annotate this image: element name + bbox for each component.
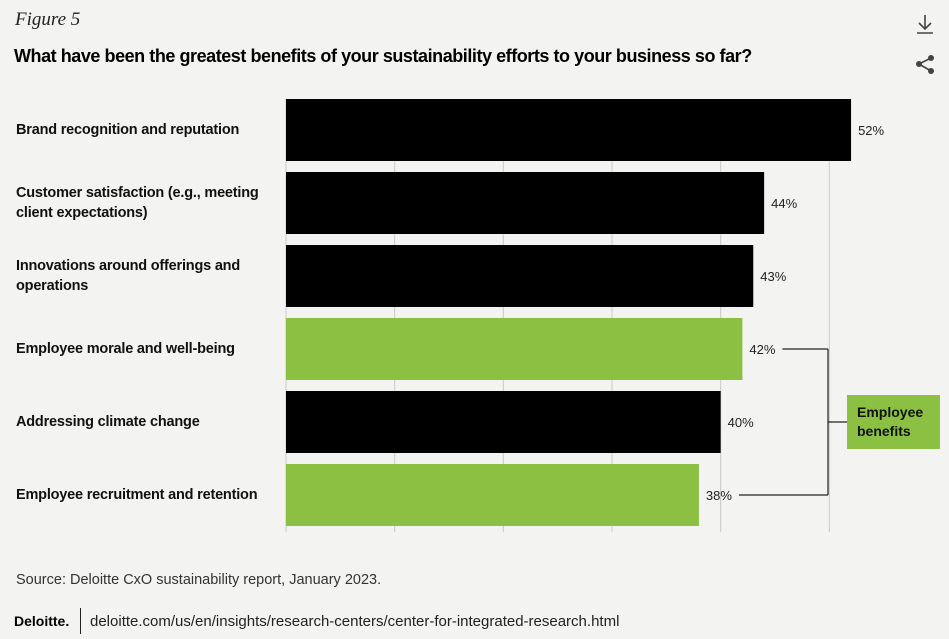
bar: [286, 391, 721, 453]
chart-title: What have been the greatest benefits of …: [14, 46, 752, 66]
brand: Deloitte.: [14, 613, 70, 629]
value-label: 40%: [728, 415, 754, 430]
icons[interactable]: [912, 12, 938, 76]
source: Source: Deloitte CxO sustainability repo…: [16, 572, 382, 588]
divider: [80, 608, 81, 634]
category-label: Brand recognition and reputation: [16, 122, 240, 138]
bar: [286, 464, 699, 526]
category-label: Innovations around offerings and operati…: [16, 258, 240, 294]
value-label: 38%: [706, 488, 732, 503]
value-label: 44%: [771, 196, 797, 211]
category-label: Customer satisfaction (e.g., meeting cli…: [16, 185, 259, 221]
bar: [286, 172, 765, 234]
bar: [286, 245, 754, 307]
category-label: Employee morale and well-being: [16, 341, 235, 357]
chart: 52% 44% 43% 42% 40% 38%: [285, 99, 885, 532]
url[interactable]: deloitte.com/us/en/insights/research-cen…: [90, 613, 620, 630]
annotation: Employee benefits: [847, 395, 940, 449]
category-label: Employee recruitment and retention: [16, 487, 258, 503]
value-label: 43%: [760, 269, 786, 284]
value-label: 52%: [858, 123, 884, 138]
figure-label: Figure 5: [15, 9, 81, 30]
bar: [286, 318, 743, 380]
value-label: 42%: [749, 342, 775, 357]
bar: [286, 99, 852, 161]
category-label: Addressing climate change: [16, 414, 200, 430]
